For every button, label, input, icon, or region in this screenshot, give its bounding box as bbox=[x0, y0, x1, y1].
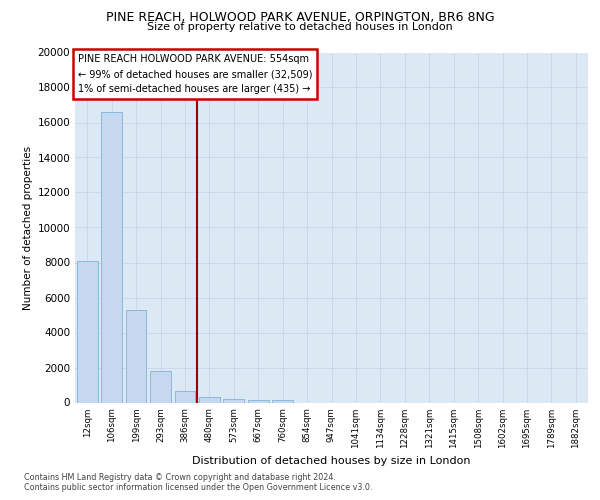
Bar bbox=[223, 399, 244, 402]
Y-axis label: Number of detached properties: Number of detached properties bbox=[23, 146, 33, 310]
Bar bbox=[199, 397, 220, 402]
Text: Contains HM Land Registry data © Crown copyright and database right 2024.: Contains HM Land Registry data © Crown c… bbox=[24, 472, 336, 482]
Bar bbox=[272, 400, 293, 402]
Text: Size of property relative to detached houses in London: Size of property relative to detached ho… bbox=[147, 22, 453, 32]
Text: Contains public sector information licensed under the Open Government Licence v3: Contains public sector information licen… bbox=[24, 484, 373, 492]
Text: PINE REACH, HOLWOOD PARK AVENUE, ORPINGTON, BR6 8NG: PINE REACH, HOLWOOD PARK AVENUE, ORPINGT… bbox=[106, 11, 494, 24]
Bar bbox=[125, 310, 146, 402]
Text: PINE REACH HOLWOOD PARK AVENUE: 554sqm
← 99% of detached houses are smaller (32,: PINE REACH HOLWOOD PARK AVENUE: 554sqm ←… bbox=[77, 54, 312, 94]
Bar bbox=[101, 112, 122, 403]
X-axis label: Distribution of detached houses by size in London: Distribution of detached houses by size … bbox=[192, 456, 471, 466]
Bar bbox=[77, 261, 98, 402]
Bar bbox=[150, 371, 171, 402]
Bar bbox=[248, 400, 269, 402]
Bar bbox=[175, 391, 196, 402]
